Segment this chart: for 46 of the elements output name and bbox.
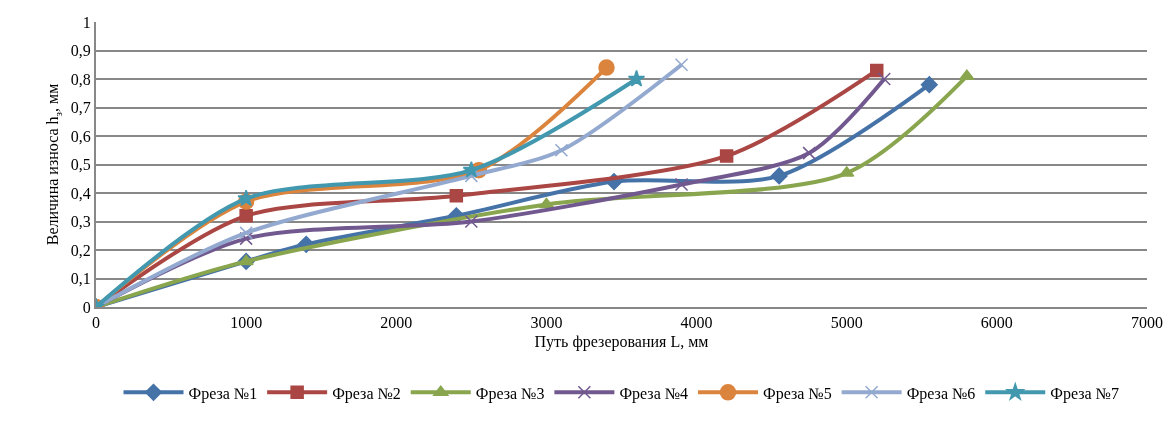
y-tick-label: 0,5 bbox=[70, 156, 91, 174]
legend-label: Фреза №1 bbox=[188, 384, 258, 403]
legend-label: Фреза №2 bbox=[332, 384, 401, 403]
y-tick-label: 0,1 bbox=[70, 270, 91, 288]
y-tick-label: 1 bbox=[82, 13, 91, 31]
point bbox=[449, 189, 464, 203]
point bbox=[554, 143, 569, 157]
point bbox=[237, 189, 255, 207]
y-tick-label: 0,4 bbox=[70, 184, 91, 202]
x-axis-title: Путь фрезерования L, мм bbox=[534, 333, 709, 352]
x-tick-label: 7000 bbox=[1131, 314, 1163, 332]
point bbox=[598, 59, 615, 76]
point bbox=[674, 177, 689, 192]
point bbox=[538, 197, 555, 209]
point bbox=[719, 149, 734, 163]
y-tick-label: 0,7 bbox=[70, 99, 91, 117]
legend-label: Фреза №6 bbox=[906, 384, 976, 403]
point bbox=[239, 231, 253, 246]
legend-label: Фреза №5 bbox=[763, 384, 832, 403]
x-tick-label: 4000 bbox=[680, 314, 713, 332]
y-tick-label: 0,2 bbox=[70, 241, 91, 259]
legend-label: Фреза №3 bbox=[475, 384, 545, 403]
point bbox=[770, 167, 788, 185]
point bbox=[877, 72, 891, 86]
y-tick-label: 0 bbox=[82, 298, 91, 316]
point bbox=[802, 146, 816, 160]
y-tick-label: 0,9 bbox=[70, 42, 91, 60]
y-tick-label: 0,3 bbox=[70, 213, 91, 231]
point bbox=[462, 161, 481, 178]
point bbox=[239, 226, 253, 240]
x-tick-label: 2000 bbox=[380, 314, 413, 332]
y-tick-label: 0,8 bbox=[70, 70, 91, 88]
legend-label: Фреза №7 bbox=[1050, 384, 1119, 403]
point bbox=[627, 69, 646, 87]
point bbox=[464, 169, 479, 183]
legend-label: Фреза №4 bbox=[619, 384, 688, 403]
point bbox=[674, 58, 689, 72]
point bbox=[238, 254, 254, 266]
x-tick-label: 1000 bbox=[230, 314, 263, 332]
y-tick-label: 0,6 bbox=[70, 127, 91, 145]
point bbox=[920, 76, 938, 94]
x-tick-label: 5000 bbox=[830, 314, 863, 332]
x-tick-label: 6000 bbox=[980, 314, 1013, 332]
x-tick-label: 3000 bbox=[530, 314, 563, 332]
point bbox=[239, 209, 253, 223]
point bbox=[464, 214, 479, 229]
